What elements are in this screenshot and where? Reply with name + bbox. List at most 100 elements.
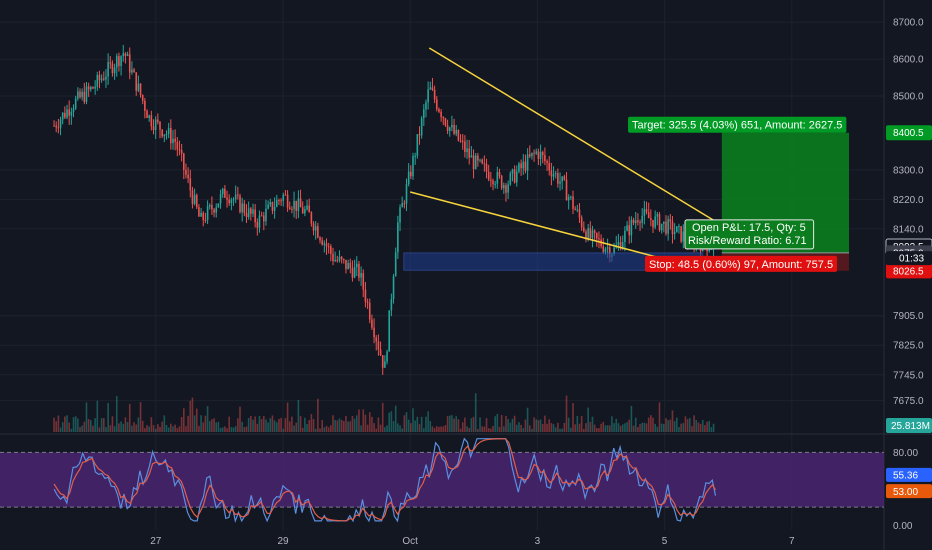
volume-bar xyxy=(628,419,631,432)
candle-body xyxy=(327,246,330,248)
candle-body xyxy=(334,259,336,262)
candle-body xyxy=(301,207,304,214)
volume-bar xyxy=(591,416,594,432)
candle-body xyxy=(431,87,434,90)
volume-bar xyxy=(548,419,551,432)
position-tool[interactable]: Target: 325.5 (4.03%) 651, Amount: 2627.… xyxy=(628,116,850,272)
volume-bar xyxy=(464,417,466,432)
candle-body xyxy=(128,54,131,73)
candle-body xyxy=(680,226,682,242)
volume-bar xyxy=(144,428,146,432)
volume-bar xyxy=(678,427,680,432)
volume-bar xyxy=(208,421,211,432)
volume-bar xyxy=(163,415,166,432)
candle-body xyxy=(656,214,659,217)
volume-bar xyxy=(258,415,261,432)
volume-bar xyxy=(624,423,626,432)
volume-bar xyxy=(178,426,181,432)
volume-bar xyxy=(148,426,150,432)
candle-body xyxy=(94,86,96,89)
time-axis[interactable]: 27 29 Oct 3 5 7 xyxy=(150,536,795,547)
volume-bar xyxy=(474,393,477,432)
candle-body xyxy=(522,161,525,169)
candle-body xyxy=(362,273,365,290)
rsi-panel[interactable]: 80.00 0.00 55.36 53.00 xyxy=(0,437,932,532)
candle-body xyxy=(234,194,237,200)
candle-body xyxy=(438,109,440,112)
volume-bar xyxy=(118,423,120,432)
time-tick-label: 7 xyxy=(789,536,795,547)
volume-bar xyxy=(701,419,704,432)
candle-body xyxy=(461,140,464,142)
candle-body xyxy=(275,200,278,207)
candle-body xyxy=(669,219,672,222)
volume-tag xyxy=(886,418,932,433)
volume-bar xyxy=(250,415,252,432)
candle-body xyxy=(641,215,644,223)
volume-bar xyxy=(340,419,343,432)
volume-bar xyxy=(85,402,88,432)
candle-body xyxy=(537,151,540,159)
candle-body xyxy=(319,237,321,241)
volume-bar xyxy=(537,420,540,432)
volume-bar xyxy=(546,423,548,432)
candle-body xyxy=(325,243,328,247)
candle-body xyxy=(628,225,631,236)
candle-body xyxy=(429,87,432,90)
volume-bar xyxy=(518,422,520,432)
volume-bar xyxy=(232,427,235,432)
volume-bar xyxy=(695,419,698,432)
volume-bar xyxy=(578,423,581,432)
candle-body xyxy=(604,248,607,252)
candle-body xyxy=(338,256,341,261)
candle-body xyxy=(139,83,142,95)
candle-body xyxy=(498,172,501,176)
candle-body xyxy=(180,150,183,154)
price-axis[interactable]: 8700.0 8600.0 8500.0 8300.0 8220.0 8140.0 7905… xyxy=(885,18,932,433)
candle-body xyxy=(323,243,326,245)
candle-body xyxy=(306,205,308,210)
candle-body xyxy=(368,302,371,320)
candle-body xyxy=(606,247,609,249)
candle-body xyxy=(526,154,529,171)
candle-body xyxy=(57,127,60,129)
trendline xyxy=(410,191,691,267)
candle-body xyxy=(466,148,468,153)
volume-bar xyxy=(172,426,174,432)
price-tick-label: 7745.0 xyxy=(893,370,924,381)
candle-body xyxy=(113,67,116,74)
candle-body xyxy=(470,155,473,158)
candle-body xyxy=(650,218,652,220)
volume-bar xyxy=(94,418,96,432)
volume-bar xyxy=(574,424,576,432)
candle-body xyxy=(563,176,566,180)
candle-body xyxy=(528,154,531,157)
trendlines[interactable] xyxy=(410,47,723,267)
candle-body xyxy=(353,267,356,278)
volume-bar xyxy=(487,428,490,432)
volume-bar xyxy=(477,428,479,432)
volume-bar xyxy=(152,425,155,432)
candle-body xyxy=(503,185,505,189)
volume-bar xyxy=(379,424,382,432)
candle-body xyxy=(208,205,211,207)
candle-body xyxy=(464,141,466,153)
volume-bar xyxy=(710,427,713,432)
volume-bar xyxy=(650,415,652,432)
candle-body xyxy=(637,220,639,223)
volume-bar xyxy=(206,406,209,432)
candle-body xyxy=(639,222,641,224)
candle-body xyxy=(100,78,103,81)
candle-body xyxy=(394,252,397,277)
candle-body xyxy=(399,207,401,223)
volume-bar xyxy=(684,416,687,432)
volume-bar xyxy=(416,416,419,432)
stop-label: Stop: 48.5 (0.60%) 97, Amount: 757.5 xyxy=(649,259,833,271)
candle-body xyxy=(310,212,313,224)
candle-body xyxy=(410,171,412,177)
volume-bar xyxy=(368,412,371,432)
candle-body xyxy=(500,175,503,189)
volume-bar xyxy=(351,415,354,432)
candle-body xyxy=(634,220,637,223)
